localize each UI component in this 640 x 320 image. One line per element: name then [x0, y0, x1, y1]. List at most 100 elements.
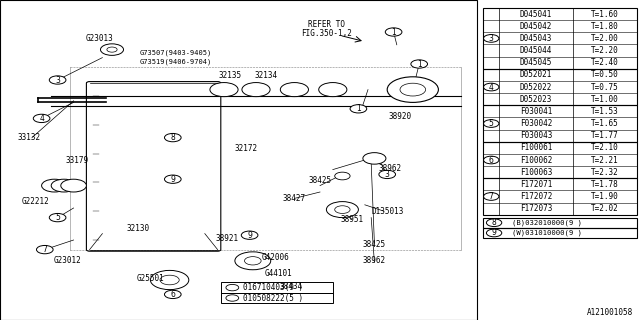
Circle shape	[379, 170, 396, 179]
Text: 38425: 38425	[363, 240, 386, 249]
Text: 5: 5	[55, 213, 60, 222]
Circle shape	[335, 172, 350, 180]
Text: D045041: D045041	[520, 10, 552, 19]
Bar	[483, 142, 637, 178]
Bar	[483, 178, 637, 215]
Text: 38921: 38921	[216, 234, 239, 243]
Text: 7: 7	[489, 192, 493, 201]
Text: T=2.40: T=2.40	[591, 58, 619, 67]
Text: A121001058: A121001058	[588, 308, 634, 317]
Text: 3: 3	[385, 170, 390, 179]
Bar	[221, 293, 333, 303]
Circle shape	[335, 206, 350, 213]
Text: B: B	[230, 284, 234, 291]
Text: G44101: G44101	[264, 269, 292, 278]
Text: 9: 9	[492, 228, 497, 237]
Text: D052023: D052023	[520, 95, 552, 104]
Text: 6: 6	[489, 156, 493, 164]
Circle shape	[210, 83, 238, 97]
Text: T=1.90: T=1.90	[591, 192, 619, 201]
Text: 9: 9	[247, 231, 252, 240]
Text: 1: 1	[417, 60, 422, 68]
Text: (B)032010000(9 ): (B)032010000(9 )	[512, 220, 582, 226]
Bar	[0, 0, 477, 320]
Text: D045045: D045045	[520, 58, 552, 67]
Text: D135013: D135013	[371, 207, 403, 216]
Text: 5: 5	[489, 119, 493, 128]
Text: 6: 6	[170, 290, 175, 299]
Text: 4: 4	[489, 83, 493, 92]
Text: 9: 9	[170, 175, 175, 184]
Circle shape	[100, 44, 124, 55]
Text: 010508222(5 ): 010508222(5 )	[243, 293, 303, 302]
Circle shape	[385, 28, 402, 36]
Circle shape	[226, 295, 239, 301]
Text: T=2.20: T=2.20	[591, 46, 619, 55]
Text: D052021: D052021	[520, 70, 552, 79]
Circle shape	[319, 83, 347, 97]
Text: 33132: 33132	[17, 133, 40, 142]
Text: T=2.10: T=2.10	[591, 143, 619, 152]
Text: 1: 1	[391, 28, 396, 36]
Circle shape	[51, 179, 77, 192]
Text: F172071: F172071	[520, 180, 552, 189]
Text: G73519(9406-9704): G73519(9406-9704)	[140, 58, 212, 65]
Bar	[483, 218, 637, 228]
Text: 016710403(9 ): 016710403(9 )	[243, 283, 303, 292]
Text: 38920: 38920	[388, 112, 412, 121]
Text: REFER TO: REFER TO	[308, 20, 345, 28]
Circle shape	[242, 83, 270, 97]
Circle shape	[164, 133, 181, 142]
Circle shape	[241, 231, 258, 239]
Text: F100062: F100062	[520, 156, 552, 164]
Text: F172072: F172072	[520, 192, 552, 201]
Text: T=0.75: T=0.75	[591, 83, 619, 92]
Text: D052022: D052022	[520, 83, 552, 92]
Text: G73507(9403-9405): G73507(9403-9405)	[140, 50, 212, 56]
Text: T=1.00: T=1.00	[591, 95, 619, 104]
Text: 3: 3	[55, 76, 60, 84]
Text: T=1.65: T=1.65	[591, 119, 619, 128]
Circle shape	[49, 213, 66, 222]
Text: 33179: 33179	[65, 156, 88, 164]
Text: 38427: 38427	[283, 194, 306, 203]
Text: T=2.00: T=2.00	[591, 34, 619, 43]
Circle shape	[61, 179, 86, 192]
Text: F100063: F100063	[520, 168, 552, 177]
Text: G23013: G23013	[85, 34, 113, 43]
Circle shape	[411, 60, 428, 68]
Text: 4: 4	[39, 114, 44, 123]
Text: F172073: F172073	[520, 204, 552, 213]
Text: 7: 7	[42, 245, 47, 254]
Text: T=1.78: T=1.78	[591, 180, 619, 189]
Text: 32134: 32134	[254, 71, 277, 80]
Bar	[483, 105, 637, 142]
Text: (W)031010000(9 ): (W)031010000(9 )	[512, 230, 582, 236]
Text: G25501: G25501	[136, 274, 164, 283]
Circle shape	[164, 290, 181, 299]
Circle shape	[387, 77, 438, 102]
Text: T=2.02: T=2.02	[591, 204, 619, 213]
Circle shape	[33, 114, 50, 123]
Circle shape	[164, 175, 181, 183]
Text: 32130: 32130	[126, 224, 149, 233]
Circle shape	[36, 245, 53, 254]
Bar	[221, 283, 333, 293]
Text: 38962: 38962	[363, 256, 386, 265]
Text: T=1.77: T=1.77	[591, 131, 619, 140]
Text: 32135: 32135	[219, 71, 242, 80]
Bar	[483, 8, 637, 69]
Circle shape	[160, 275, 179, 285]
Circle shape	[42, 179, 67, 192]
Text: 32172: 32172	[235, 144, 258, 153]
Text: F030043: F030043	[520, 131, 552, 140]
Text: 38425: 38425	[308, 176, 332, 185]
Text: D045042: D045042	[520, 22, 552, 31]
Circle shape	[235, 252, 271, 270]
Circle shape	[244, 257, 261, 265]
Text: 38962: 38962	[379, 164, 402, 172]
Text: G23012: G23012	[53, 256, 81, 265]
Text: 38434: 38434	[280, 282, 303, 291]
Circle shape	[150, 270, 189, 290]
Circle shape	[49, 76, 66, 84]
